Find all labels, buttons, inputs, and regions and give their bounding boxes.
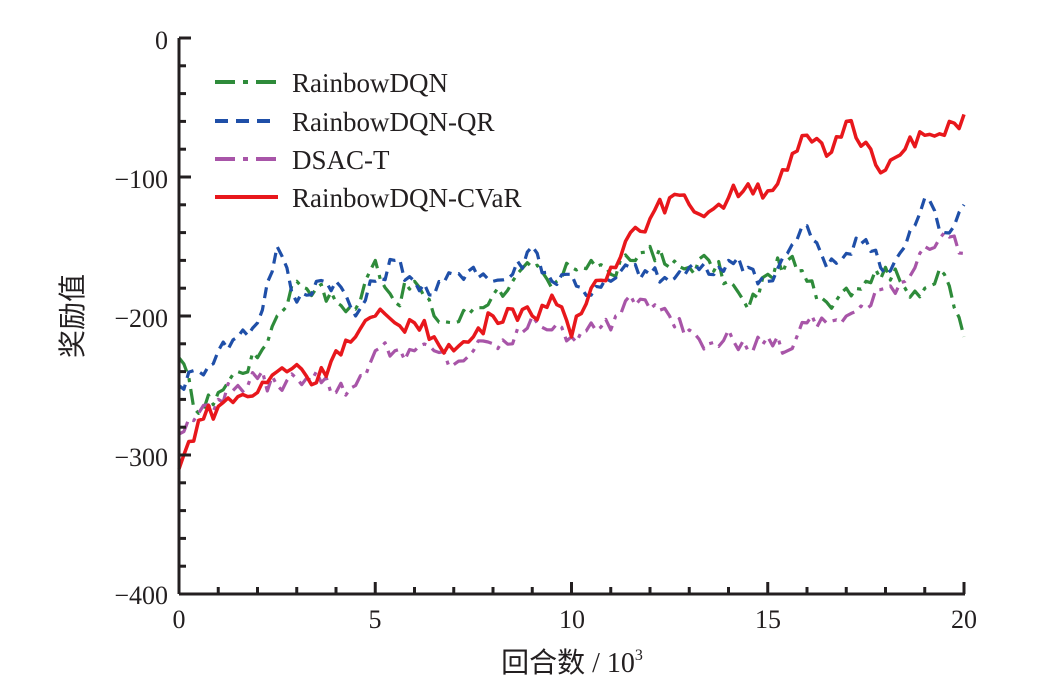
x-tick-label: 15 <box>755 605 781 634</box>
y-tick-label: −200 <box>114 304 168 333</box>
legend-label: RainbowDQN-QR <box>292 107 495 137</box>
y-tick-label: −300 <box>114 443 168 472</box>
legend-label: RainbowDQN-CVaR <box>292 183 522 213</box>
x-tick-label: 5 <box>369 605 382 634</box>
legend-label: RainbowDQN <box>292 68 448 98</box>
y-tick-label: −100 <box>114 165 168 194</box>
x-tick-label: 10 <box>559 605 585 634</box>
legend-item: DSAC-T <box>215 145 390 175</box>
legend-item: RainbowDQN-CVaR <box>215 183 522 213</box>
x-axis-title: 回合数 / 103 <box>501 647 643 679</box>
ticks <box>177 36 966 596</box>
legend-item: RainbowDQN <box>215 68 448 98</box>
y-tick-label: −400 <box>114 581 168 610</box>
x-axis-title-superscript: 3 <box>635 647 643 664</box>
legend: RainbowDQN RainbowDQN-QR DSAC-T RainbowD… <box>215 68 522 213</box>
series-layer <box>177 113 966 470</box>
x-axis-title-text: 回合数 / 10 <box>501 647 635 679</box>
tick-labels: 0 −100 −200 −300 −400 0 5 10 15 20 <box>114 26 977 634</box>
series-line-rainbowdqn-cvar <box>177 113 966 470</box>
series-line-rainbowdqn-qr <box>178 196 966 391</box>
y-tick-label: 0 <box>155 26 168 55</box>
x-tick-label: 20 <box>951 605 977 634</box>
y-axis-title: 奖励值 <box>57 274 89 358</box>
legend-label: DSAC-T <box>292 145 390 175</box>
legend-item: RainbowDQN-QR <box>215 107 495 137</box>
x-tick-label: 0 <box>173 605 186 634</box>
